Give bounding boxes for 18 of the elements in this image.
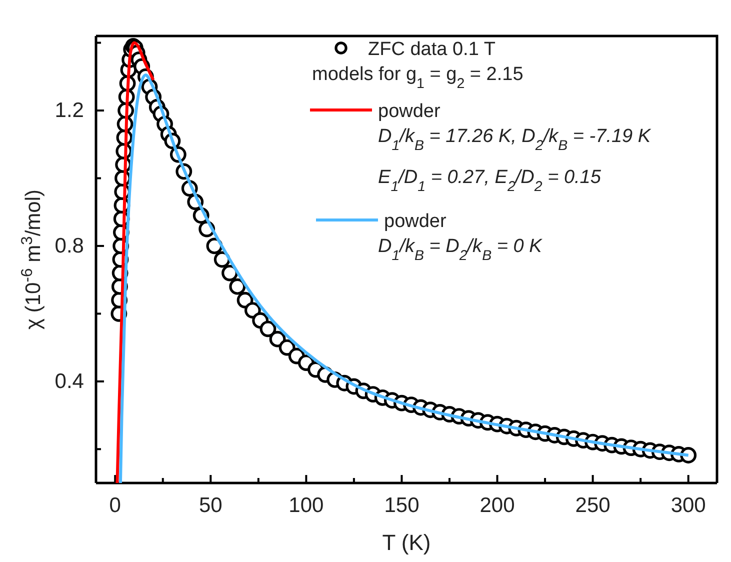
text: E$_{1}$/D$_{1}$ = 0.27, E$_{2}$/D$_{2}$ = 0.15 xyxy=(378,167,601,195)
x-tick-label: 150 xyxy=(384,494,420,517)
x-tick-label: 50 xyxy=(198,494,222,517)
x-axis-title: T (K) xyxy=(382,530,431,555)
legend-label: ZFC data 0.1 T xyxy=(368,39,496,60)
x-tick-label: 250 xyxy=(575,494,610,517)
text: D$_{1}$/k$_{B}$ = 17.26 K, D$_{2}$/k$_{B}$ = -7.19 K xyxy=(378,126,651,154)
annotation: models for g$_{1}$ = g$_{2}$ = 2.15 xyxy=(312,64,524,92)
y-tick-label: 1.2 xyxy=(54,99,84,122)
x-tick-label: 100 xyxy=(288,494,324,517)
y-tick-label: 0.8 xyxy=(54,234,84,258)
x-tick-label: 0 xyxy=(109,494,121,517)
legend-label: powder xyxy=(384,211,447,232)
x-tick-label: 300 xyxy=(670,494,706,517)
y-tick-label: 0.4 xyxy=(54,370,84,394)
x-tick-label: 200 xyxy=(480,494,515,517)
legend-label: powder xyxy=(378,101,441,122)
text: D$_{1}$/k$_{B}$ = D$_{2}$/k$_{B}$ = 0 K xyxy=(378,236,542,264)
